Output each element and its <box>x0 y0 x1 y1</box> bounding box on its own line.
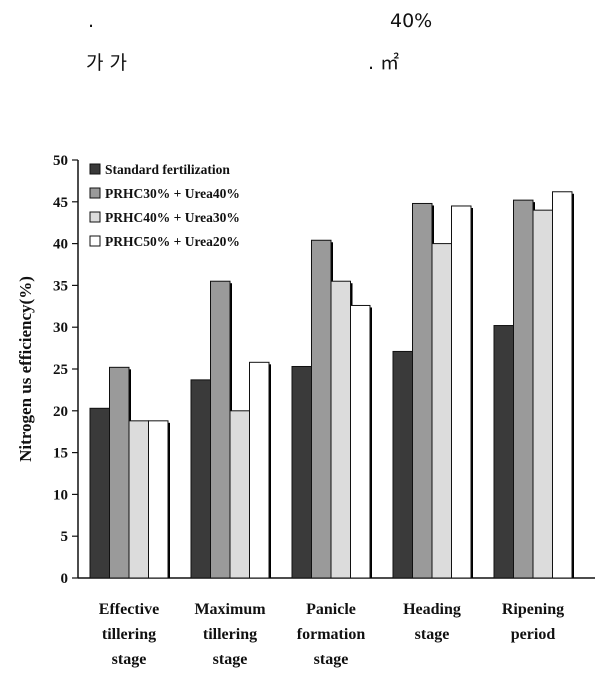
legend-swatch <box>90 164 100 174</box>
y-tick-label: 30 <box>53 320 68 336</box>
bar-4-4 <box>452 206 472 578</box>
legend-entry: PRHC30% + Urea40% <box>105 186 240 201</box>
y-axis-label: Nitrogen us efficiency(%) <box>16 276 35 462</box>
y-tick-label: 20 <box>53 404 68 420</box>
legend-entry: PRHC50% + Urea20% <box>105 234 240 249</box>
legend-swatch <box>90 188 100 198</box>
y-tick-label: 35 <box>53 278 68 294</box>
x-category-label: stage <box>415 626 450 643</box>
bar-3-4 <box>432 244 452 578</box>
bar-4-2 <box>250 362 270 578</box>
y-tick-label: 5 <box>61 529 69 545</box>
x-category-label: stage <box>314 651 349 668</box>
bar-2-2 <box>211 281 231 578</box>
legend-entry: Standard fertilization <box>105 162 230 177</box>
bar-2-3 <box>312 240 332 578</box>
x-category-label: Ripening <box>502 601 564 618</box>
legend-entry: PRHC40% + Urea30% <box>105 210 240 225</box>
bar-1-1 <box>90 408 110 578</box>
x-category-label: Maximum <box>194 601 266 618</box>
legend-swatch <box>90 236 100 246</box>
bar-3-5 <box>533 210 553 578</box>
y-tick-label: 40 <box>53 237 68 253</box>
bar-2-1 <box>110 367 130 578</box>
bar-3-1 <box>129 421 149 578</box>
x-category-label: stage <box>213 651 248 668</box>
bar-1-4 <box>393 351 413 578</box>
bar-4-1 <box>149 421 169 578</box>
y-tick-label: 15 <box>53 446 68 462</box>
y-tick-label: 45 <box>53 195 68 211</box>
bar-2-5 <box>514 200 534 578</box>
x-category-label: period <box>511 626 556 643</box>
x-category-label: formation <box>297 626 366 643</box>
bar-3-2 <box>230 411 250 578</box>
y-tick-label: 25 <box>53 362 68 378</box>
bar-1-5 <box>494 326 514 578</box>
x-category-label: Panicle <box>306 601 356 618</box>
bar-3-3 <box>331 281 351 578</box>
x-category-label: stage <box>112 651 147 668</box>
bar-2-4 <box>413 203 433 578</box>
bar-1-3 <box>292 366 312 578</box>
x-category-label: Effective <box>99 601 159 618</box>
x-category-label: tillering <box>102 626 156 643</box>
y-tick-label: 0 <box>61 571 69 587</box>
x-category-label: Heading <box>403 601 461 618</box>
y-tick-label: 50 <box>53 153 68 169</box>
bar-1-2 <box>191 380 211 578</box>
bar-4-5 <box>553 192 573 578</box>
x-category-label: tillering <box>203 626 257 643</box>
bar-4-3 <box>351 305 371 578</box>
y-tick-label: 10 <box>53 487 68 503</box>
legend-swatch <box>90 212 100 222</box>
